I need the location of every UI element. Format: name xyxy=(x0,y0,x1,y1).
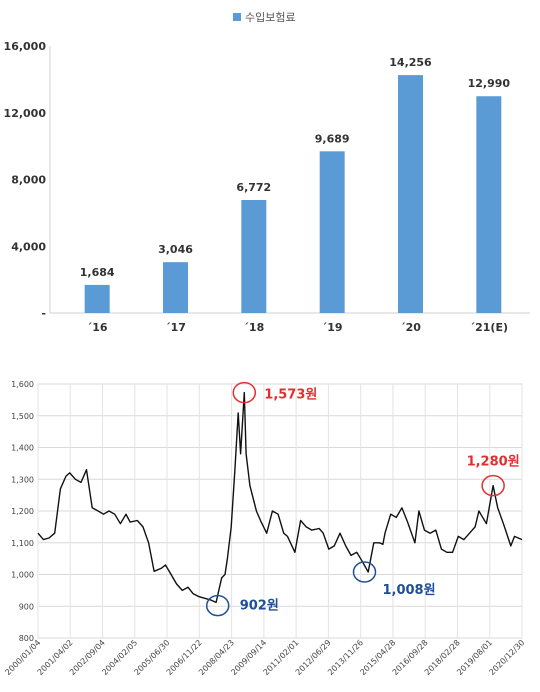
annotation-circle xyxy=(352,561,377,583)
annotation-circle xyxy=(481,474,505,497)
x-tick-label: ´19 xyxy=(322,321,343,334)
exchange-rate-line-chart: 800 900 1,000 1,100 1,200 1,300 1,400 1,500 1,60… xyxy=(3,380,526,677)
x-tick-label: ´16 xyxy=(87,321,108,334)
bar xyxy=(319,151,345,313)
y-tick-label: 900 xyxy=(19,602,34,611)
x-tick-label: ´21(E) xyxy=(470,321,508,334)
y-tick-label: 8,000 xyxy=(11,174,46,187)
y-tick-label: 800 xyxy=(19,634,34,643)
y-tick-label: 4,000 xyxy=(11,240,46,253)
bar-value-label: 9,689 xyxy=(315,132,350,145)
bar-value-label: 6,772 xyxy=(236,181,271,194)
y-tick-label: 1,500 xyxy=(11,412,34,421)
x-tick-label: ´20 xyxy=(400,321,421,334)
y-tick-label: - xyxy=(41,307,46,320)
annotation-label: 1,573원 xyxy=(264,388,317,403)
bar-value-label: 12,990 xyxy=(468,77,511,90)
bar-value-label: 3,046 xyxy=(158,243,193,256)
bar-value-label: 1,684 xyxy=(80,266,115,279)
bar xyxy=(163,262,188,313)
x-tick-label: ´17 xyxy=(165,321,186,334)
annotation-label: 1,280원 xyxy=(467,455,520,470)
y-tick-label: 1,100 xyxy=(11,539,34,548)
premium-bar-chart: 수입보험료 - 4,000 8,000 12,000 16,000 1,684 ´16 3,… xyxy=(4,11,530,334)
y-tick-label: 16,000 xyxy=(4,40,47,53)
bar xyxy=(476,96,502,314)
bar-value-label: 14,256 xyxy=(389,56,432,69)
annotation-label: 1,008원 xyxy=(382,583,435,598)
annotation-circle xyxy=(205,594,230,617)
y-tick-label: 1,600 xyxy=(11,380,34,389)
annotation-circle xyxy=(232,381,257,404)
annotation-label: 902원 xyxy=(240,599,279,614)
bar xyxy=(241,199,267,313)
y-tick-label: 1,000 xyxy=(11,571,34,580)
y-tick-label: 12,000 xyxy=(4,107,47,120)
bar xyxy=(84,284,110,313)
bar xyxy=(398,75,423,313)
y-tick-label: 1,300 xyxy=(11,475,34,484)
legend-label: 수입보험료 xyxy=(245,11,296,24)
y-tick-label: 1,400 xyxy=(11,444,34,453)
legend-swatch xyxy=(233,13,241,21)
y-tick-label: 1,200 xyxy=(11,507,34,516)
exchange-rate-line xyxy=(37,391,523,604)
x-tick-label: ´18 xyxy=(243,321,264,334)
